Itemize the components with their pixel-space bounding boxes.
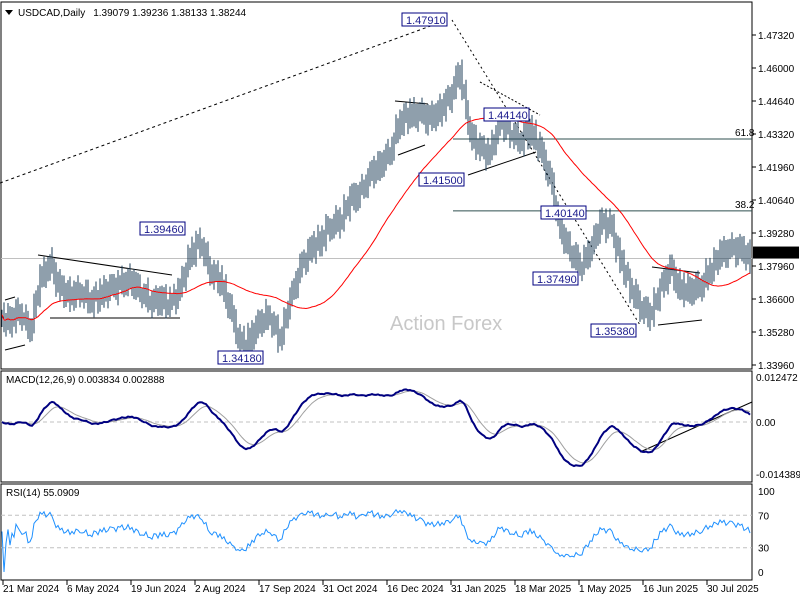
fibonacci-level-label: 61.8	[735, 128, 755, 139]
price-label-text: 1.34180	[222, 353, 262, 365]
trendline	[37, 254, 173, 276]
price-label-text: 1.37490	[537, 274, 577, 286]
y-tick-label: 1.41960	[758, 163, 795, 174]
x-tick-label: 17 Sep 2024	[259, 584, 316, 595]
x-tick-label: 6 May 2024	[67, 584, 120, 595]
price-label-box	[418, 172, 465, 187]
y-tick-label: 1.43320	[758, 130, 795, 141]
rsi-title: RSI(14) 55.0909	[6, 488, 80, 499]
price-label-box	[217, 350, 264, 365]
price-label-box	[401, 12, 448, 27]
price-label-box	[540, 205, 587, 220]
macd-tick-label: 0.012472	[756, 373, 798, 384]
price-label: 1.40140	[540, 205, 587, 220]
rsi-tick-label: 70	[758, 511, 770, 522]
y-tick-label: 1.46000	[758, 64, 795, 75]
x-tick-label: 16 Jun 2025	[643, 584, 698, 595]
y-tick-label: 1.36600	[758, 295, 795, 306]
trendline	[4, 296, 16, 301]
y-tick-label: 1.35280	[758, 328, 795, 339]
macd-line	[1, 388, 751, 468]
macd-tick-label: -0.014389	[756, 470, 800, 481]
y-tick-label: 1.39280	[758, 229, 795, 240]
x-tick-label: 1 May 2025	[579, 584, 632, 595]
current-price-tag	[753, 246, 799, 259]
trendline	[4, 344, 26, 351]
price-label-text: 1.35380	[595, 326, 635, 338]
macd-tick-label: 0.00	[756, 418, 776, 429]
rsi-line	[1, 508, 751, 573]
price-label-text: 1.47910	[406, 15, 446, 27]
y-tick-label: 1.37960	[758, 262, 795, 273]
price-label-box	[483, 107, 530, 122]
ohlc-values: 1.39079 1.39236 1.38133 1.38244	[93, 8, 246, 19]
rsi-tick-label: 0	[758, 568, 764, 579]
y-tick-label: 1.47320	[758, 31, 795, 42]
current-price-value: 1.38244	[757, 249, 794, 260]
rsi-tick-label: 100	[758, 487, 775, 498]
trendline	[657, 319, 703, 326]
collapse-triangle-icon[interactable]	[5, 10, 13, 15]
price-label-box	[590, 323, 637, 338]
trendline	[397, 144, 426, 156]
price-label-box	[532, 271, 579, 286]
price-label: 1.44140	[483, 107, 530, 122]
x-tick-label: 2 Aug 2024	[195, 584, 246, 595]
x-tick-label: 31 Jan 2025	[451, 584, 506, 595]
price-label-text: 1.44140	[488, 110, 528, 122]
watermark: Action Forex	[390, 313, 502, 335]
x-tick-label: 30 Jul 2025	[707, 584, 759, 595]
symbol-title: USDCAD,Daily	[18, 8, 85, 19]
macd-signal-line	[1, 390, 751, 464]
rsi-panel-frame	[0, 483, 753, 581]
price-label-text: 1.40140	[545, 208, 585, 220]
price-label: 1.35380	[590, 323, 637, 338]
price-label-text: 1.41500	[423, 175, 463, 187]
y-tick-label: 1.40640	[758, 196, 795, 207]
trendline	[467, 151, 537, 176]
macd-title: MACD(12,26,9) 0.003834 0.002888	[6, 375, 165, 386]
x-tick-label: 21 Mar 2024	[3, 584, 60, 595]
price-label: 1.34180	[217, 350, 264, 365]
trendline	[0, 19, 448, 184]
price-label-box	[139, 221, 186, 236]
price-label: 1.37490	[532, 271, 579, 286]
price-label: 1.47910	[401, 12, 448, 27]
main-panel-frame	[0, 1, 753, 370]
x-tick-label: 31 Oct 2024	[323, 584, 378, 595]
price-label: 1.41500	[418, 172, 465, 187]
rsi-tick-label: 30	[758, 544, 770, 555]
price-label-text: 1.39460	[144, 224, 184, 236]
trendline	[394, 100, 429, 105]
moving-average-line	[1, 117, 751, 321]
x-tick-label: 16 Dec 2024	[387, 584, 444, 595]
y-tick-label: 1.33960	[758, 361, 795, 372]
y-tick-label: 1.44640	[758, 97, 795, 108]
x-tick-label: 18 Mar 2025	[515, 584, 572, 595]
x-tick-label: 19 Jun 2024	[131, 584, 186, 595]
macd-panel-frame	[0, 370, 753, 483]
price-label: 1.39460	[139, 221, 186, 236]
fibonacci-level-label: 38.2	[735, 200, 755, 211]
trendline	[479, 81, 541, 116]
